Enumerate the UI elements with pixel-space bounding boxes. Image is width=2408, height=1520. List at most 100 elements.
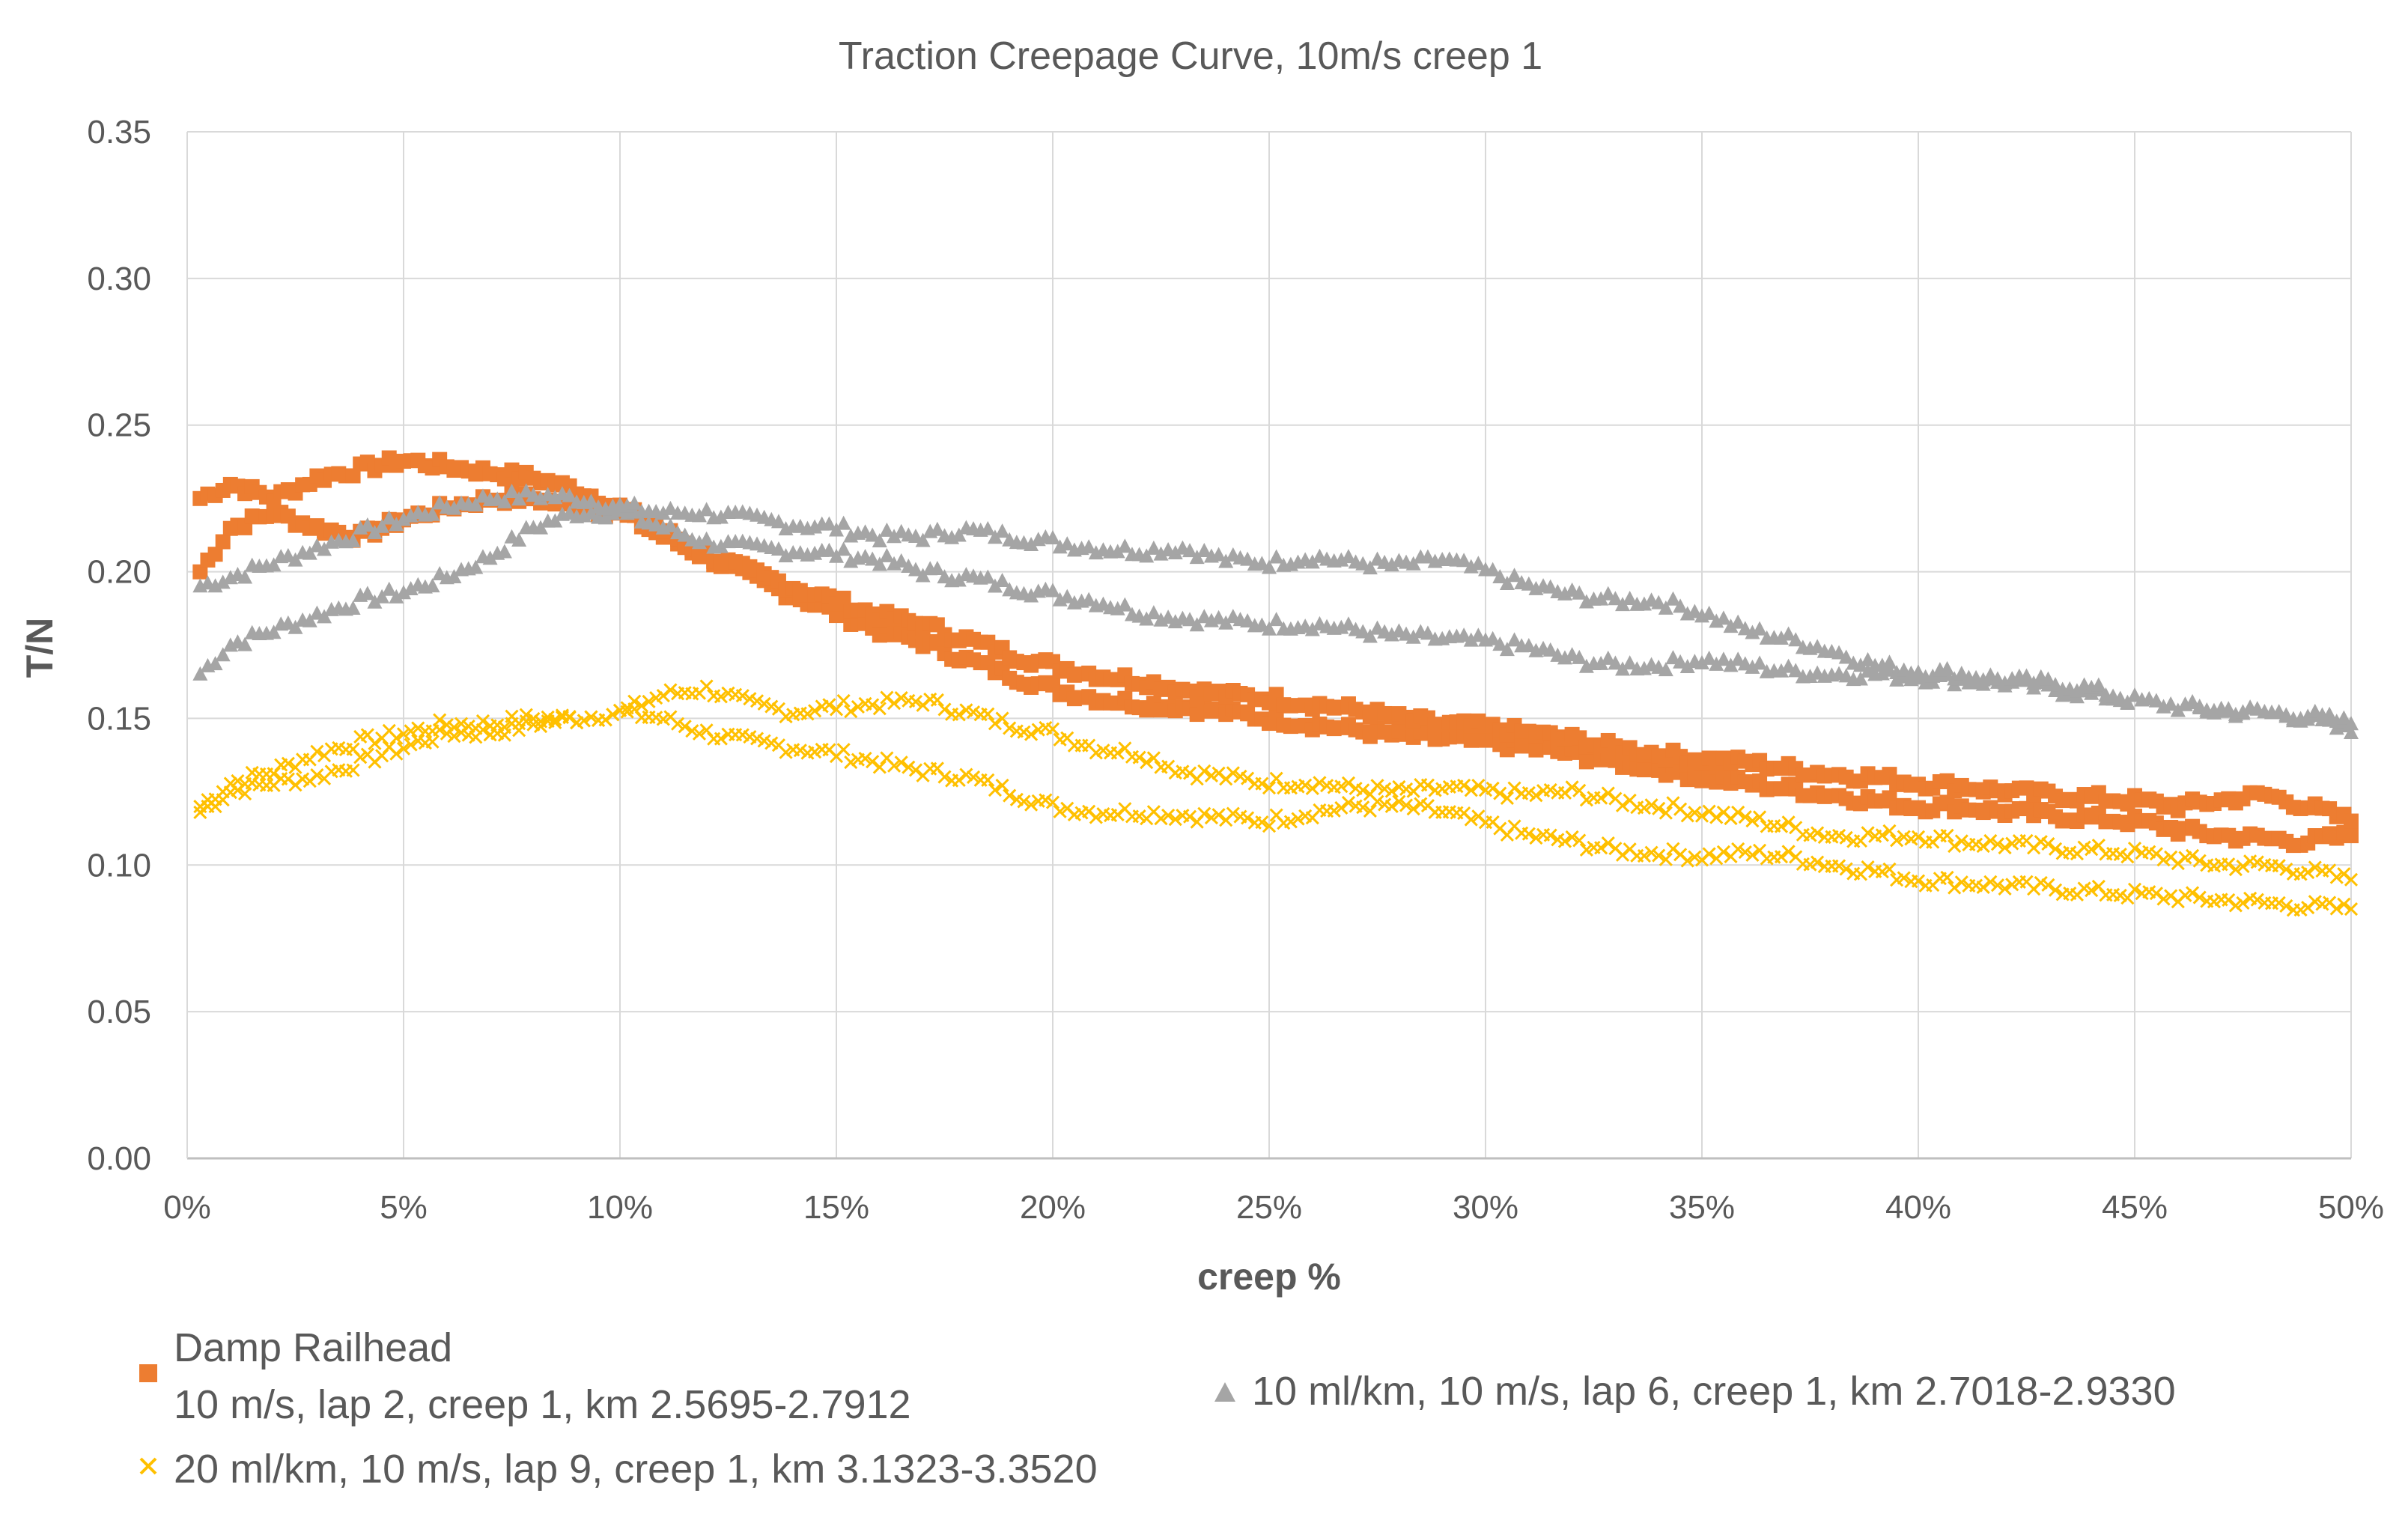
legend-entry-damp-railhead: Damp Railhead 10 m/s, lap 2, creep 1, km… (139, 1325, 911, 1427)
data-point (764, 699, 779, 714)
data-point (1882, 654, 1897, 669)
data-point (1255, 776, 1269, 791)
data-point (1529, 831, 1543, 845)
legend-triangle-marker (1214, 1382, 1235, 1402)
data-point (1241, 811, 1255, 825)
data-point (1463, 632, 1479, 647)
data-point (1948, 839, 1962, 854)
data-point (367, 525, 383, 540)
legend-x-marker (139, 1457, 157, 1475)
data-point (757, 696, 771, 711)
series-2-branch-2 (192, 483, 2359, 731)
data-point (1774, 850, 1789, 864)
data-point (952, 708, 966, 722)
data-point (562, 487, 577, 502)
data-point (915, 532, 931, 547)
data-point (433, 713, 447, 727)
data-point (1226, 806, 1240, 821)
data-point (1340, 616, 1356, 631)
data-point (1471, 556, 1486, 571)
data-point (1752, 655, 1768, 670)
data-point (1146, 540, 1161, 555)
data-point (2300, 708, 2316, 723)
data-point (750, 694, 764, 708)
data-point (2091, 677, 2106, 692)
legend-label-10-ml-km: 10 ml/km, 10 m/s, lap 6, creep 1, km 2.7… (1252, 1369, 2176, 1414)
data-point (1875, 865, 1889, 879)
data-point (1110, 601, 1125, 615)
data-point (1694, 809, 1709, 823)
data-point (1161, 808, 1176, 822)
data-point (879, 522, 895, 537)
data-point (496, 544, 512, 559)
data-point (548, 712, 562, 727)
data-point (1167, 545, 1183, 560)
data-point (1636, 660, 1652, 675)
data-point (808, 704, 822, 718)
data-point (1262, 559, 1277, 574)
data-point (432, 495, 448, 510)
data-point (1838, 649, 1854, 664)
data-point (207, 547, 223, 562)
data-point (2170, 702, 2186, 717)
data-point (634, 699, 648, 713)
data-point (1745, 624, 1760, 639)
data-point (345, 601, 361, 615)
data-point (1730, 614, 1746, 629)
data-point (2048, 677, 2064, 692)
data-point (872, 532, 887, 547)
y-tick-label: 0.30 (87, 261, 151, 297)
data-point (1738, 809, 1752, 824)
data-point (1998, 841, 2012, 855)
data-point (1976, 880, 1990, 895)
data-point (685, 724, 699, 738)
data-point (2156, 892, 2171, 906)
data-point (1045, 530, 1060, 545)
data-point (858, 751, 872, 765)
data-point (1636, 596, 1652, 611)
data-point (1572, 649, 1587, 664)
data-point (468, 496, 484, 511)
data-point (1788, 663, 1804, 678)
data-point (1059, 589, 1075, 604)
data-point (1471, 627, 1486, 642)
data-point (836, 693, 851, 708)
data-point (1709, 656, 1724, 671)
data-point (1024, 588, 1039, 603)
data-point (980, 569, 996, 584)
data-point (468, 559, 484, 574)
data-point (497, 720, 511, 735)
data-point (389, 517, 404, 532)
data-point (1485, 630, 1501, 645)
legend: Damp Railhead 10 m/s, lap 2, creep 1, km… (139, 1325, 2176, 1492)
x-tick-label: 50% (2318, 1189, 2384, 1226)
data-point (1688, 806, 1702, 820)
data-point (678, 720, 692, 734)
data-point (1182, 612, 1198, 627)
data-point (238, 776, 252, 791)
data-point (872, 760, 887, 774)
data-point (872, 702, 887, 716)
data-point (1701, 605, 1717, 620)
data-point (1529, 788, 1543, 803)
data-point (1658, 852, 1673, 866)
data-point (1572, 833, 1587, 848)
data-point (1341, 795, 1356, 809)
data-point (1680, 809, 1694, 823)
data-point (1197, 764, 1211, 778)
data-point (1600, 586, 1616, 601)
data-point (1110, 746, 1125, 760)
data-point (1593, 655, 1609, 670)
data-point (1882, 862, 1897, 876)
data-point (1053, 804, 1067, 818)
y-tick-label: 0.05 (87, 994, 151, 1030)
data-point (1788, 632, 1804, 647)
axes (186, 132, 2351, 1160)
data-point (1471, 778, 1486, 793)
data-point (1839, 862, 1853, 876)
data-point (987, 578, 1003, 593)
x-tick-label: 25% (1236, 1189, 1302, 1226)
y-tick-label: 0.20 (87, 554, 151, 591)
data-point (713, 509, 729, 524)
data-point (1268, 612, 1284, 627)
